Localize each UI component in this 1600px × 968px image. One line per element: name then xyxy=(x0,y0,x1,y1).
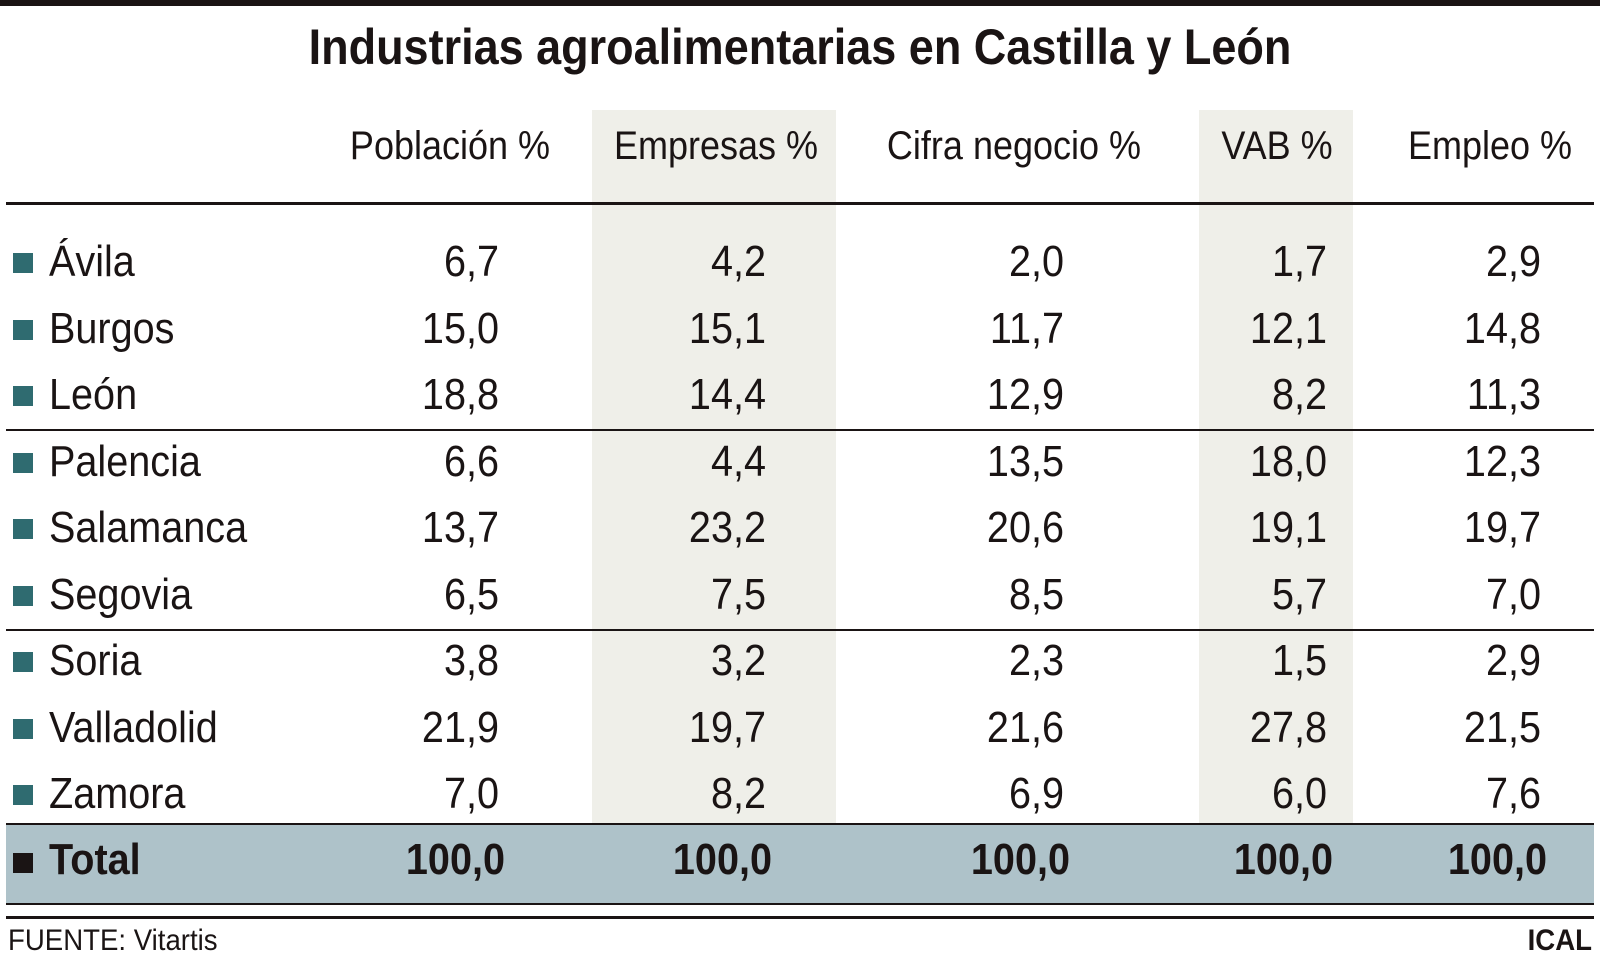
square-bullet-icon xyxy=(13,319,33,340)
total-top-rule xyxy=(6,823,1594,826)
total-row: Total 100,0 100,0 100,0 100,0 100,0 xyxy=(6,825,1594,903)
total-empleo: 100,0 xyxy=(1447,835,1547,884)
cell-cifra-negocio: 21,6 xyxy=(986,702,1064,752)
cell-empleo: 11,3 xyxy=(1466,370,1541,419)
header-empleo: Empleo % xyxy=(1407,124,1573,168)
cell-vab: 18,0 xyxy=(1249,436,1327,486)
cell-empleo: 14,8 xyxy=(1463,303,1541,353)
cell-poblacion: 7,0 xyxy=(443,769,499,818)
group-divider xyxy=(6,629,1594,631)
total-empresas: 100,0 xyxy=(672,835,772,884)
cell-empresas: 19,7 xyxy=(688,702,766,752)
cell-poblacion: 6,7 xyxy=(443,237,499,286)
cell-poblacion: 6,6 xyxy=(443,436,499,486)
square-bullet-icon xyxy=(13,718,33,739)
square-bullet-icon xyxy=(13,585,33,606)
cell-vab: 1,7 xyxy=(1271,237,1327,286)
cell-poblacion: 13,7 xyxy=(421,503,499,552)
table-row: Burgos 15,0 15,1 11,7 12,1 14,8 xyxy=(0,298,1600,364)
vab-column-shade xyxy=(1199,110,1353,825)
cell-cifra-negocio: 11,7 xyxy=(989,303,1064,353)
province-name: Burgos xyxy=(49,303,175,353)
cell-cifra-negocio: 20,6 xyxy=(986,503,1064,552)
province-name: Zamora xyxy=(49,769,186,818)
cell-poblacion: 15,0 xyxy=(421,303,499,353)
top-rule xyxy=(0,0,1600,6)
cell-empleo: 7,6 xyxy=(1485,769,1541,818)
cell-cifra-negocio: 13,5 xyxy=(986,436,1064,486)
header-poblacion: Población % xyxy=(349,124,551,168)
total-bottom-rule xyxy=(6,903,1594,905)
cell-empresas: 7,5 xyxy=(710,569,766,619)
square-bullet-icon xyxy=(13,386,33,406)
province-name: Valladolid xyxy=(49,702,218,752)
province-name: Palencia xyxy=(49,436,201,486)
header-vab: VAB % xyxy=(1221,124,1333,168)
cell-cifra-negocio: 6,9 xyxy=(1008,769,1064,818)
cell-poblacion: 18,8 xyxy=(421,370,499,419)
cell-cifra-negocio: 2,0 xyxy=(1008,237,1064,286)
table-row: Zamora 7,0 8,2 6,9 6,0 7,6 xyxy=(0,763,1600,829)
cell-empleo: 21,5 xyxy=(1463,702,1541,752)
cell-empleo: 2,9 xyxy=(1485,636,1541,685)
total-poblacion: 100,0 xyxy=(405,835,505,884)
province-name: Salamanca xyxy=(49,503,248,552)
table-row: Palencia 6,6 4,4 13,5 18,0 12,3 xyxy=(0,431,1600,497)
province-name: Ávila xyxy=(49,237,135,286)
header-cifra-negocio: Cifra negocio % xyxy=(886,124,1142,168)
square-bullet-icon xyxy=(13,785,33,805)
cell-cifra-negocio: 2,3 xyxy=(1008,636,1064,685)
cell-cifra-negocio: 8,5 xyxy=(1008,569,1064,619)
cell-poblacion: 6,5 xyxy=(443,569,499,619)
table-row: Soria 3,8 3,2 2,3 1,5 2,9 xyxy=(0,630,1600,696)
cell-vab: 27,8 xyxy=(1249,702,1327,752)
table-row: Valladolid 21,9 19,7 21,6 27,8 21,5 xyxy=(0,697,1600,763)
table-row: León 18,8 14,4 12,9 8,2 11,3 xyxy=(0,364,1600,430)
cell-poblacion: 3,8 xyxy=(443,636,499,685)
page-title: Industrias agroalimentarias en Castilla … xyxy=(308,19,1292,75)
square-bullet-icon xyxy=(13,452,33,473)
cell-empresas: 15,1 xyxy=(688,303,766,353)
table-row: Salamanca 13,7 23,2 20,6 19,1 19,7 xyxy=(0,497,1600,563)
cell-empresas: 8,2 xyxy=(710,769,766,818)
header-divider xyxy=(6,202,1594,205)
province-name: León xyxy=(49,370,138,419)
cell-vab: 6,0 xyxy=(1271,769,1327,818)
cell-empresas: 4,2 xyxy=(710,237,766,286)
total-cifra-negocio: 100,0 xyxy=(970,835,1070,884)
source-note: FUENTE: Vitartis xyxy=(8,924,218,957)
cell-vab: 8,2 xyxy=(1271,370,1327,419)
cell-empresas: 4,4 xyxy=(710,436,766,486)
empresas-column-shade xyxy=(592,110,836,825)
cell-empleo: 12,3 xyxy=(1463,436,1541,486)
footer-rule xyxy=(6,916,1594,919)
table-row: Segovia 6,5 7,5 8,5 5,7 7,0 xyxy=(0,564,1600,630)
header-empresas: Empresas % xyxy=(613,124,819,168)
square-bullet-icon xyxy=(13,853,33,873)
group-divider xyxy=(6,429,1594,431)
cell-poblacion: 21,9 xyxy=(421,702,499,752)
cell-empleo: 2,9 xyxy=(1485,237,1541,286)
cell-empleo: 19,7 xyxy=(1463,503,1541,552)
table-row: Ávila 6,7 4,2 2,0 1,7 2,9 xyxy=(0,231,1600,297)
cell-vab: 5,7 xyxy=(1271,569,1327,619)
square-bullet-icon xyxy=(13,253,33,273)
cell-vab: 1,5 xyxy=(1271,636,1327,685)
province-name: Soria xyxy=(49,636,142,685)
credit: ICAL xyxy=(1527,924,1592,957)
cell-cifra-negocio: 12,9 xyxy=(986,370,1064,419)
square-bullet-icon xyxy=(13,652,33,672)
square-bullet-icon xyxy=(13,519,33,539)
cell-vab: 19,1 xyxy=(1249,503,1327,552)
cell-empresas: 3,2 xyxy=(710,636,766,685)
cell-vab: 12,1 xyxy=(1249,303,1327,353)
province-name: Segovia xyxy=(49,569,193,619)
cell-empresas: 14,4 xyxy=(688,370,766,419)
cell-empleo: 7,0 xyxy=(1485,569,1541,619)
total-vab: 100,0 xyxy=(1233,835,1333,884)
total-label: Total xyxy=(49,835,141,884)
cell-empresas: 23,2 xyxy=(688,503,766,552)
